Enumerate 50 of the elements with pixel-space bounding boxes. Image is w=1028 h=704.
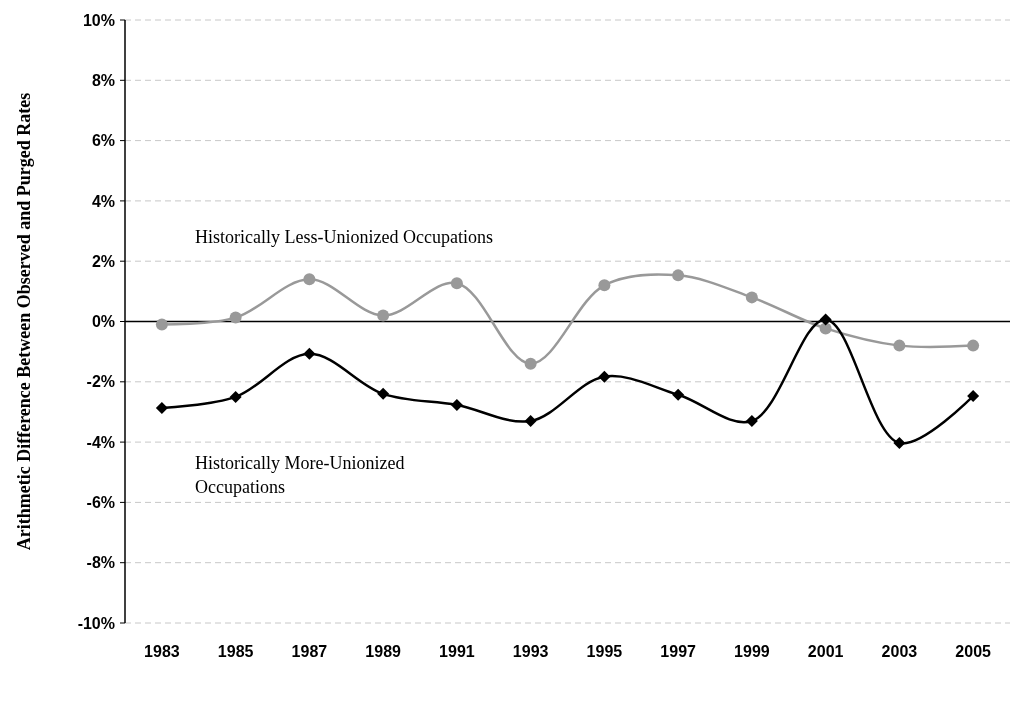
point: [229, 390, 242, 403]
x-tick-label: 2001: [807, 643, 844, 660]
y-tick-label: -6%: [86, 494, 115, 511]
x-tick-label: 1991: [439, 643, 475, 660]
point: [598, 370, 611, 383]
x-tick-label: 1995: [586, 643, 623, 660]
point: [672, 269, 685, 282]
y-tick-label: -2%: [86, 373, 115, 391]
point: [303, 273, 316, 286]
x-tick-label: 1989: [365, 643, 402, 660]
point: [450, 399, 463, 412]
y-axis-title: Arithmetic Difference Between Observed and Purged Rates: [14, 92, 34, 551]
point: [155, 318, 168, 331]
x-tick-label: 1999: [734, 643, 770, 660]
point: [229, 311, 242, 324]
point: [967, 389, 980, 402]
y-tick-label: 4%: [91, 192, 115, 210]
x-tick-label: 1997: [660, 643, 697, 660]
y-tick-label: -4%: [86, 433, 115, 451]
y-tick-label: 8%: [91, 71, 115, 89]
point: [745, 291, 758, 304]
x-tick-label: 1983: [144, 643, 180, 660]
point: [524, 357, 537, 370]
x-tick-label: 2003: [881, 643, 918, 660]
point: [893, 339, 906, 352]
x-tick-label: 1993: [512, 643, 549, 660]
x-tick-label: 1987: [291, 643, 328, 660]
point: [745, 415, 758, 427]
y-tick-label: 0%: [91, 313, 115, 331]
point: [819, 313, 832, 326]
point: [524, 415, 537, 427]
y-tick-label: -10%: [77, 614, 115, 632]
point: [377, 309, 390, 322]
point: [450, 277, 463, 290]
point: [155, 402, 168, 415]
point: [303, 347, 316, 360]
y-tick-label: 6%: [91, 132, 115, 150]
point: [377, 387, 390, 400]
y-tick-label: -8%: [86, 554, 115, 572]
y-tick-label: 2%: [91, 252, 115, 270]
point: [967, 339, 980, 352]
x-tick-label: 2005: [955, 643, 992, 660]
text: Historically Less-Unionized Occupations: [195, 227, 493, 248]
x-tick-label: 1985: [217, 643, 254, 660]
point: [672, 388, 685, 401]
y-tick-label: 10%: [82, 11, 115, 29]
point: [893, 437, 906, 449]
point: [819, 322, 832, 335]
text: Historically More-Unionized Occupations: [195, 453, 405, 498]
point: [598, 279, 611, 292]
